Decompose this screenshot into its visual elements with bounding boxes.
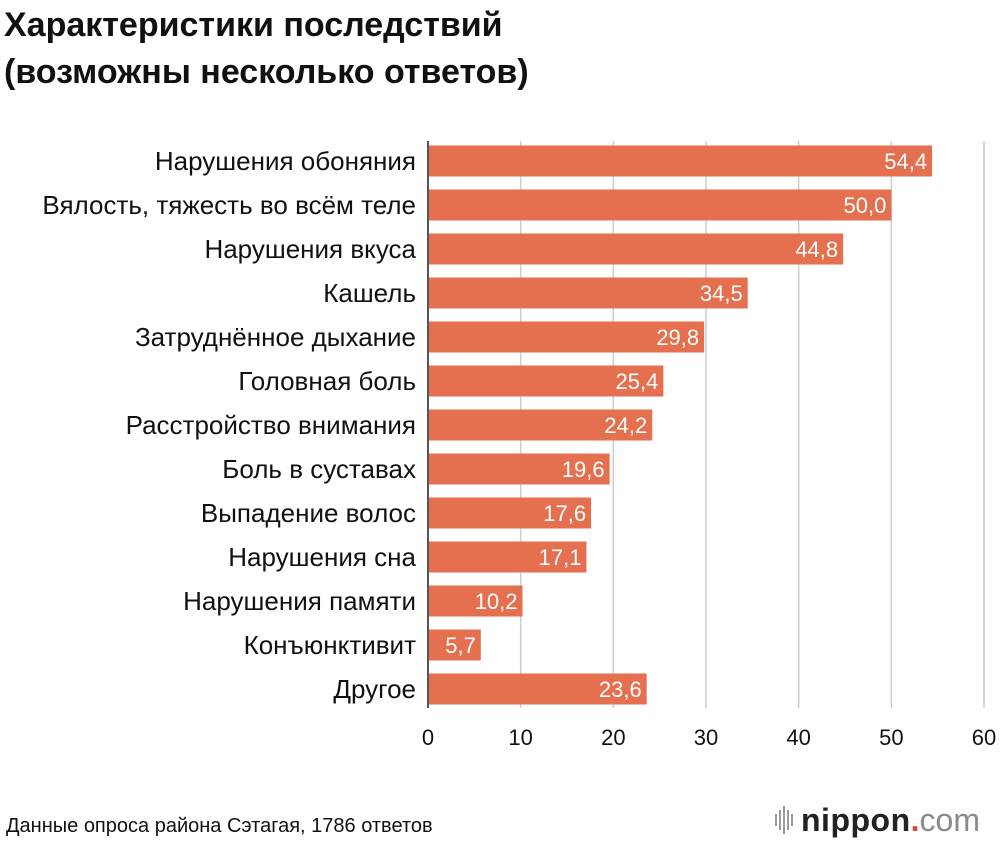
- bar-value-label: 50,0: [844, 193, 887, 218]
- bar-value-label: 10,2: [475, 589, 518, 614]
- brand-name: nippon: [801, 801, 911, 838]
- bar: [428, 145, 933, 177]
- bar-value-label: 19,6: [562, 457, 605, 482]
- bar-value-label: 25,4: [616, 369, 659, 394]
- bar: [428, 629, 481, 661]
- bar: [428, 585, 523, 617]
- category-label: Вялость, тяжесть во всём теле: [42, 190, 416, 220]
- category-label: Расстройство внимания: [126, 410, 416, 440]
- category-label: Нарушения вкуса: [204, 234, 416, 264]
- bar-value-label: 34,5: [700, 281, 743, 306]
- nippon-logo-icon: [775, 806, 793, 834]
- x-tick-label: 20: [601, 725, 625, 750]
- bar-value-label: 17,1: [539, 545, 582, 570]
- brand-dot: .: [910, 801, 920, 838]
- bar: [428, 409, 653, 441]
- bar-value-label: 17,6: [543, 501, 586, 526]
- chart-title-line-2: (возможны несколько ответов): [4, 53, 529, 91]
- x-tick-label: 60: [972, 725, 996, 750]
- x-tick-label: 0: [422, 725, 434, 750]
- bar: [428, 189, 892, 221]
- category-label: Нарушения памяти: [183, 586, 416, 616]
- brand-logo: nippon. com: [775, 800, 980, 840]
- bar: [428, 365, 664, 397]
- bar: [428, 321, 705, 353]
- bar-value-label: 5,7: [445, 633, 476, 658]
- bar: [428, 541, 587, 573]
- category-label: Кашель: [323, 278, 416, 308]
- x-tick-label: 30: [694, 725, 718, 750]
- bar-value-label: 23,6: [599, 677, 642, 702]
- x-tick-label: 10: [508, 725, 532, 750]
- bar-value-label: 54,4: [884, 149, 927, 174]
- x-tick-label: 40: [786, 725, 810, 750]
- bar-chart: 0 10 20 30 40 50 60 54,4 Нарушения обоняния 50,0 В…: [42, 141, 996, 750]
- category-label: Нарушения обоняния: [155, 146, 416, 176]
- category-label: Затруднённое дыхание: [135, 322, 416, 352]
- source-note: Данные опроса района Сэтагая, 1786 ответ…: [6, 815, 433, 837]
- x-tick-label: 50: [879, 725, 903, 750]
- bar: [428, 233, 844, 265]
- brand-tld: com: [919, 801, 980, 838]
- category-label: Выпадение волос: [201, 498, 416, 528]
- chart-title: Характеристики последствий (возможны нес…: [4, 2, 984, 96]
- bar: [428, 277, 748, 309]
- bar-value-label: 24,2: [604, 413, 647, 438]
- bar: [428, 453, 610, 485]
- category-label: Боль в суставах: [222, 454, 416, 484]
- chart-title-line-1: Характеристики последствий: [4, 6, 503, 44]
- bar-value-label: 29,8: [656, 325, 699, 350]
- category-label: Конъюнктивит: [244, 630, 417, 660]
- bar-value-label: 44,8: [795, 237, 838, 262]
- bar: [428, 673, 647, 705]
- bar: [428, 497, 592, 529]
- category-label: Головная боль: [238, 366, 416, 396]
- category-label: Нарушения сна: [228, 542, 416, 572]
- category-label: Другое: [333, 674, 416, 704]
